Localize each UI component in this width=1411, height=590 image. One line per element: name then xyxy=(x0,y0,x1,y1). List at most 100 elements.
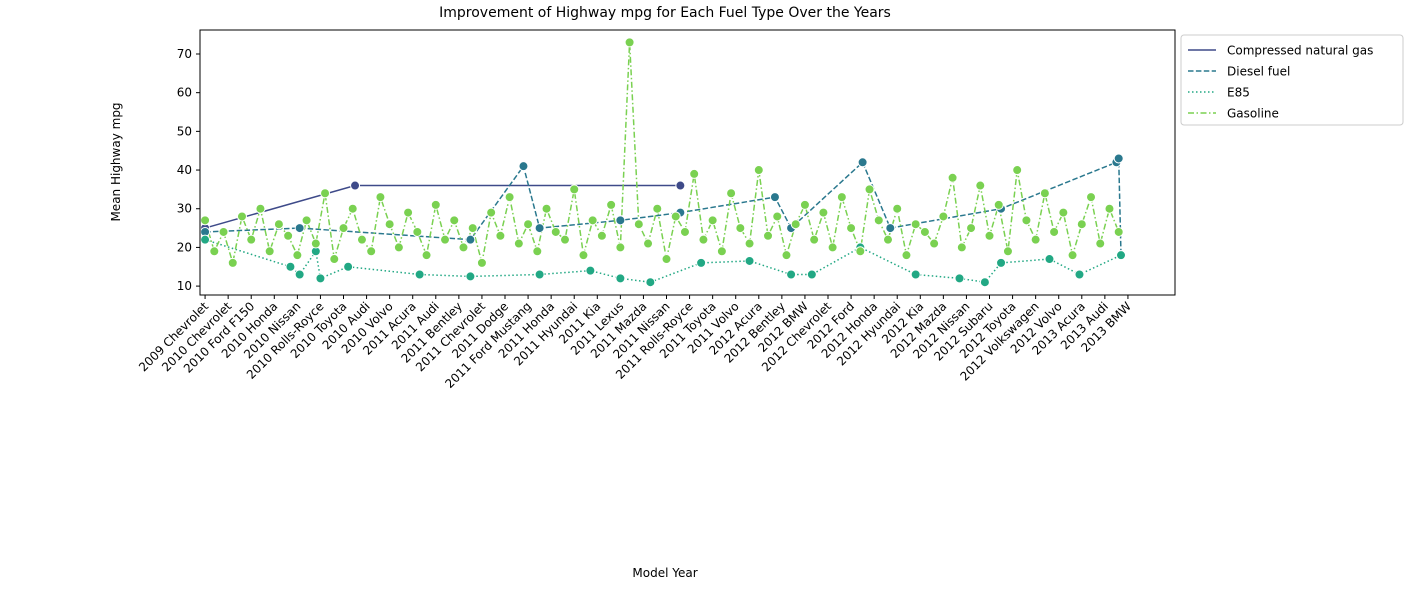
point xyxy=(670,211,681,222)
point xyxy=(735,223,746,234)
point xyxy=(1049,226,1060,237)
point xyxy=(806,269,817,280)
point xyxy=(689,168,700,179)
point xyxy=(873,215,884,226)
point xyxy=(790,219,801,230)
point xyxy=(910,269,921,280)
point xyxy=(956,242,967,253)
series-line xyxy=(205,155,1122,256)
point xyxy=(984,230,995,241)
point xyxy=(403,207,414,218)
legend-label: Diesel fuel xyxy=(1227,65,1290,79)
point xyxy=(350,180,361,191)
point xyxy=(273,219,284,230)
point xyxy=(827,242,838,253)
point xyxy=(661,254,672,265)
point xyxy=(645,277,656,288)
point xyxy=(294,269,305,280)
point xyxy=(696,257,707,268)
point xyxy=(606,199,617,210)
y-axis-label: Mean Highway mpg xyxy=(109,102,123,221)
point xyxy=(301,215,312,226)
point xyxy=(375,192,386,203)
point xyxy=(587,215,598,226)
point xyxy=(458,242,469,253)
point xyxy=(885,223,896,234)
point xyxy=(569,184,580,195)
legend: Compressed natural gas Diesel fuel E85 Gaso… xyxy=(1180,34,1404,126)
point xyxy=(449,215,460,226)
point xyxy=(200,234,211,245)
point xyxy=(440,234,451,245)
point xyxy=(550,226,561,237)
point xyxy=(504,192,515,203)
point xyxy=(781,250,792,261)
point xyxy=(414,269,425,280)
point xyxy=(518,161,529,172)
point xyxy=(585,265,596,276)
point xyxy=(698,234,709,245)
point xyxy=(652,203,663,214)
point xyxy=(772,211,783,222)
point xyxy=(818,207,829,218)
legend-label: Gasoline xyxy=(1227,107,1279,121)
y-tick-label: 60 xyxy=(177,86,192,100)
point xyxy=(615,215,626,226)
point xyxy=(809,234,820,245)
point xyxy=(209,246,220,257)
point xyxy=(1021,215,1032,226)
point xyxy=(421,250,432,261)
point xyxy=(1086,192,1097,203)
point xyxy=(513,238,524,249)
x-axis-label: Model Year xyxy=(632,566,697,580)
point xyxy=(218,226,229,237)
point xyxy=(532,246,543,257)
point xyxy=(707,215,718,226)
point xyxy=(285,261,296,272)
point xyxy=(679,226,690,237)
point xyxy=(366,246,377,257)
point xyxy=(624,37,635,48)
point xyxy=(1058,207,1069,218)
point xyxy=(393,242,404,253)
point xyxy=(356,234,367,245)
point xyxy=(1095,238,1106,249)
y-tick-label: 40 xyxy=(177,163,192,177)
point xyxy=(1044,254,1055,265)
point xyxy=(236,211,247,222)
point xyxy=(1030,234,1041,245)
point xyxy=(1002,246,1013,257)
point xyxy=(769,192,780,203)
point xyxy=(310,238,321,249)
point xyxy=(534,269,545,280)
point xyxy=(315,273,326,284)
point xyxy=(938,211,949,222)
y-tick-label: 70 xyxy=(177,47,192,61)
point xyxy=(246,234,257,245)
point xyxy=(292,250,303,261)
point xyxy=(578,250,589,261)
point xyxy=(1113,226,1124,237)
point xyxy=(1104,203,1115,214)
point xyxy=(412,226,423,237)
point xyxy=(633,219,644,230)
point xyxy=(200,215,211,226)
point xyxy=(541,203,552,214)
point xyxy=(975,180,986,191)
point xyxy=(1074,269,1085,280)
point xyxy=(430,199,441,210)
y-tick-label: 50 xyxy=(177,124,192,138)
point xyxy=(643,238,654,249)
legend-label: E85 xyxy=(1227,86,1250,100)
point xyxy=(753,165,764,176)
point xyxy=(615,242,626,253)
point xyxy=(919,226,930,237)
point xyxy=(1039,188,1050,199)
point xyxy=(846,223,857,234)
point xyxy=(329,254,340,265)
y-tick-label: 20 xyxy=(177,240,192,254)
point xyxy=(954,273,965,284)
point xyxy=(294,223,305,234)
point xyxy=(534,223,545,234)
